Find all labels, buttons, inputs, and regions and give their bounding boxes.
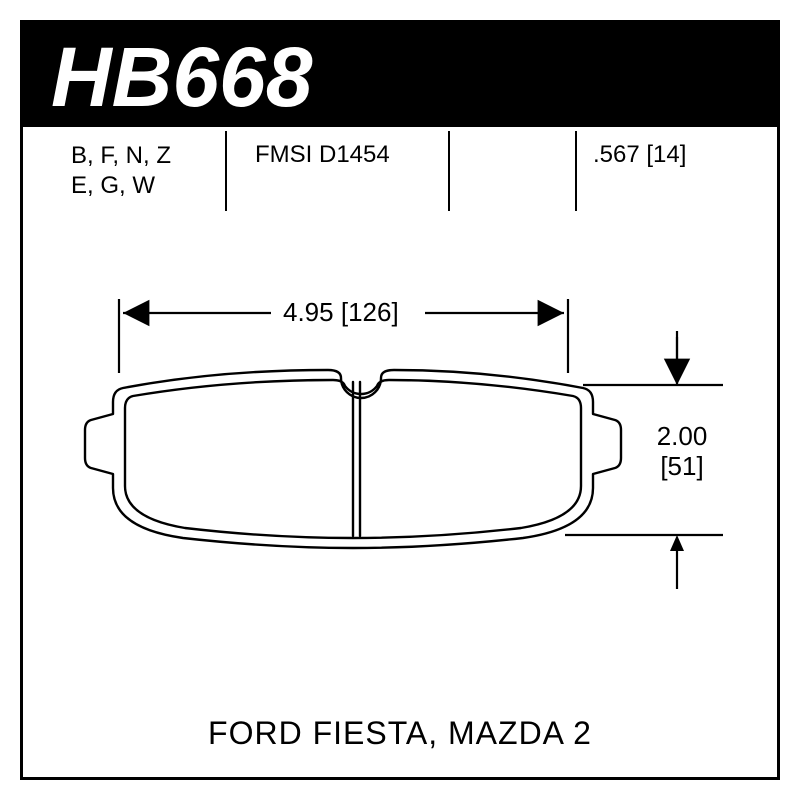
codes-line2: E, G, W (71, 171, 171, 201)
divider (225, 131, 227, 211)
brake-pad-outline (83, 368, 623, 568)
spec-row: B, F, N, Z E, G, W FMSI D1454 .567 [14] (23, 141, 777, 221)
spec-sheet: HB668 B, F, N, Z E, G, W FMSI D1454 .567… (20, 20, 780, 780)
fmsi-code: FMSI D1454 (255, 141, 390, 169)
codes-line1: B, F, N, Z (71, 141, 171, 171)
divider (448, 131, 450, 211)
thickness-in: .567 (593, 141, 640, 168)
application-label: FORD FIESTA, MAZDA 2 (23, 715, 777, 752)
thickness-spec: .567 [14] (593, 141, 686, 169)
thickness-mm: [14] (646, 141, 686, 168)
diagram: 4.95 [126] 2.00 [51] (23, 273, 777, 673)
part-number: HB668 (51, 29, 312, 126)
header-band: HB668 (23, 23, 777, 127)
compound-codes: B, F, N, Z E, G, W (71, 141, 171, 201)
divider (575, 131, 577, 211)
